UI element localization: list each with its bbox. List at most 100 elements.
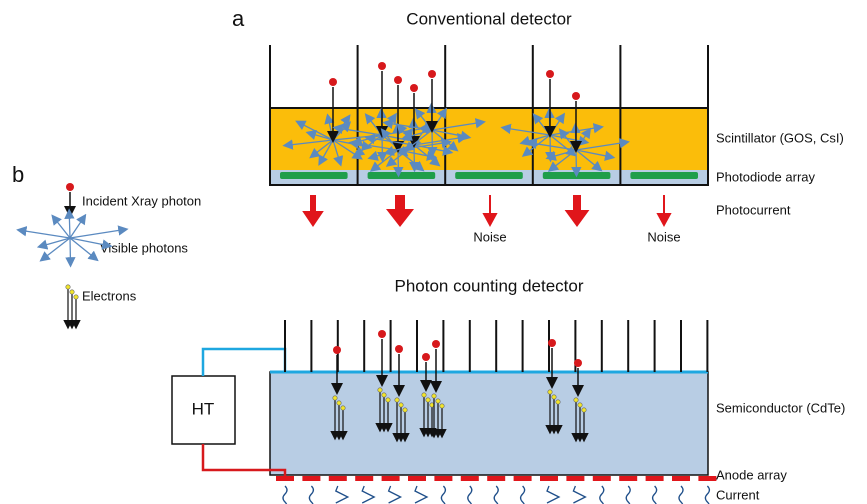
electron [73, 294, 79, 300]
label: Noise [647, 229, 680, 244]
current-signal [519, 485, 526, 504]
anode-pad [592, 476, 611, 481]
label: Photodiode array [716, 169, 816, 184]
anode-pad [381, 476, 400, 481]
visible-photon [36, 237, 71, 250]
label: Photocurrent [716, 202, 791, 217]
current-signal [334, 485, 350, 504]
electron [377, 387, 383, 393]
visible-photon [547, 149, 577, 172]
electron [439, 403, 445, 409]
visible-photon [575, 149, 603, 172]
photon-counting-detector [171, 320, 717, 504]
current-signal [440, 485, 447, 504]
anode-pad [540, 476, 558, 481]
title: Conventional detector [406, 9, 572, 28]
visible-photon [16, 226, 71, 239]
photon-dot [66, 183, 74, 191]
anode-pad [566, 476, 585, 481]
legend-label: Electrons [82, 288, 137, 303]
current-signal [572, 485, 587, 504]
photon-dot [333, 346, 341, 354]
photon-dot [432, 340, 440, 348]
scintillator [270, 108, 708, 170]
electron [581, 407, 587, 413]
photocurrent-arrow [386, 195, 414, 227]
anode-pad [460, 476, 479, 481]
label: Noise [473, 229, 506, 244]
electron [551, 394, 557, 400]
legend-label: Visible photons [100, 240, 188, 255]
current-signal [387, 485, 403, 504]
visible-photon [431, 129, 472, 141]
anode-pad [408, 476, 426, 481]
current-signal [704, 485, 711, 504]
current-signal [651, 485, 658, 504]
anode-pad [302, 476, 321, 481]
visible-photon [575, 149, 616, 161]
electron [402, 407, 408, 413]
electron [394, 397, 400, 403]
current-signal [282, 485, 288, 504]
anode-pad [513, 476, 532, 481]
visible-photon [282, 139, 334, 150]
photon-dot [329, 78, 337, 86]
photocurrent-arrow [564, 195, 590, 227]
photon-dot [394, 76, 402, 84]
electron [421, 392, 427, 398]
electron [381, 392, 387, 398]
label: Anode array [716, 467, 787, 482]
electron [340, 405, 346, 411]
visible-photon [575, 138, 630, 151]
anode-pad [487, 476, 506, 481]
electron [69, 289, 75, 295]
anode-pad [355, 476, 374, 481]
electron [573, 397, 579, 403]
current-signal [546, 485, 561, 504]
visible-photon [69, 213, 87, 239]
anode-pad [698, 476, 717, 481]
title: Photon counting detector [394, 276, 583, 295]
visible-photon [413, 144, 441, 167]
photon-dot [395, 345, 403, 353]
anode-pad [619, 476, 638, 481]
current-signal [678, 485, 684, 504]
current-signal [414, 485, 429, 504]
photocurrent-arrow [482, 195, 498, 227]
ht-box [171, 375, 236, 445]
electron [547, 389, 553, 395]
label: Current [716, 487, 760, 502]
photodiode-pad [455, 172, 523, 179]
visible-photon [39, 237, 71, 262]
photon-dot [410, 84, 418, 92]
current-signal [493, 485, 499, 504]
photon-dot [422, 353, 430, 361]
photon-dot [378, 62, 386, 70]
photon-dot [574, 359, 582, 367]
electron [332, 395, 338, 401]
visible-photon [403, 129, 433, 152]
anode-pad [276, 476, 294, 481]
legend-label: Incident Xray photon [82, 193, 201, 208]
semiconductor [269, 371, 709, 476]
electron [431, 393, 437, 399]
electron [577, 402, 583, 408]
electron [398, 402, 404, 408]
photodiode-pad [280, 172, 348, 179]
visible-photon [431, 129, 459, 152]
visible-photon [65, 237, 76, 268]
visible-photon [500, 123, 551, 136]
visible-photon [69, 237, 113, 250]
panel-label: a [232, 6, 245, 31]
electron [425, 397, 431, 403]
visible-photon [318, 139, 334, 166]
visible-photon [413, 133, 468, 146]
electron [65, 284, 71, 290]
visible-photon [431, 118, 486, 131]
photodiode-pad [367, 172, 436, 179]
electron [435, 398, 441, 404]
photodiode-pad [630, 172, 698, 179]
current-signal [625, 485, 631, 504]
label: Semiconductor (CdTe) [716, 400, 845, 415]
